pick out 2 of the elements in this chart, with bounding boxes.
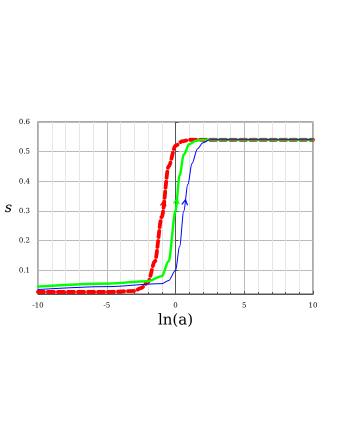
y-axis-title: s [4,200,12,216]
x-axis-title: ln(a) [158,310,194,328]
